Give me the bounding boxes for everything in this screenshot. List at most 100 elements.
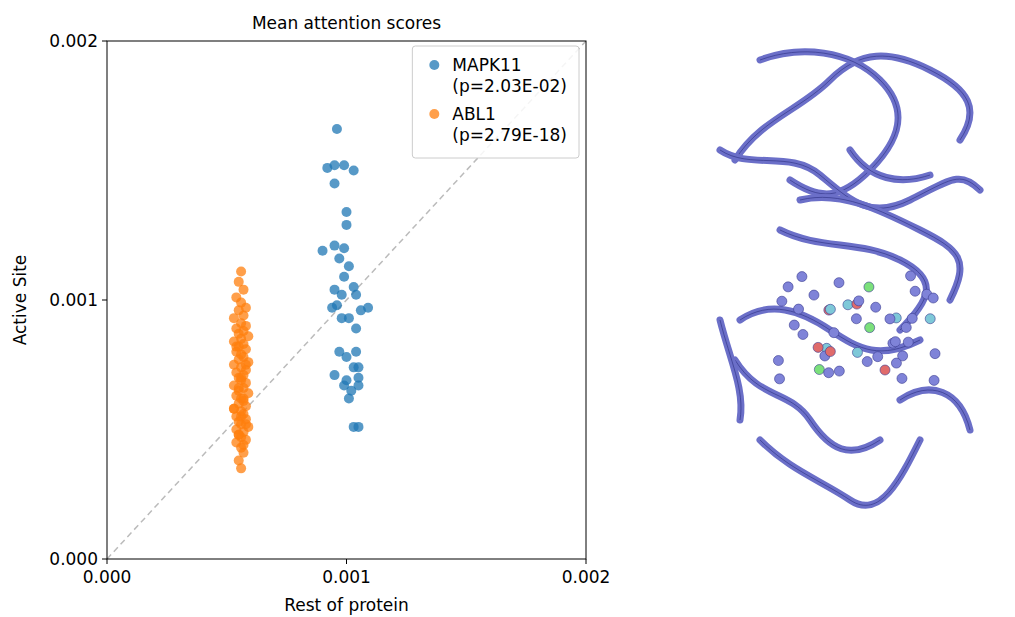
y-tick-label: 0.001: [49, 290, 98, 310]
atom: [829, 328, 839, 338]
point: [353, 422, 363, 432]
legend-box: [412, 46, 579, 158]
atom: [910, 286, 920, 296]
point: [231, 342, 241, 352]
atom: [851, 314, 861, 324]
y-tick: [102, 41, 107, 42]
atom: [906, 271, 916, 281]
ribbon: [900, 390, 970, 430]
atom: [843, 300, 853, 310]
atom: [925, 314, 935, 324]
reference-line: [107, 41, 586, 559]
point: [239, 285, 249, 295]
y-tick: [102, 300, 107, 301]
atom: [901, 322, 911, 332]
ribbon: [760, 440, 920, 505]
point: [234, 430, 244, 440]
atom: [813, 342, 823, 352]
ribbon-edge: [735, 56, 970, 160]
ribbon: [720, 320, 741, 420]
atom: [834, 278, 844, 288]
x-tick: [586, 559, 587, 564]
atom: [798, 329, 808, 339]
point: [327, 303, 337, 313]
atom: [880, 365, 890, 375]
point: [363, 303, 373, 313]
x-tick-label: 0.002: [562, 567, 611, 587]
legend-label: ABL1(p=2.79E-18): [452, 104, 567, 145]
y-tick-label: 0.002: [49, 31, 98, 51]
point: [234, 430, 244, 440]
atom: [864, 282, 874, 292]
point: [353, 362, 363, 372]
ribbon-edge: [720, 320, 741, 420]
atom: [897, 373, 907, 383]
x-tick-label: 0.000: [83, 567, 132, 587]
x-axis-title: Rest of protein: [284, 595, 409, 615]
plot-frame: [107, 41, 586, 559]
y-axis-title: Active Site: [10, 255, 30, 346]
atom: [929, 375, 939, 385]
x-tick: [346, 559, 347, 564]
protein-structure: [720, 52, 980, 506]
atom: [797, 272, 807, 282]
point: [239, 440, 249, 450]
atom: [775, 374, 785, 384]
point: [330, 370, 340, 380]
legend-label: MAPK11(p=2.03E-02): [452, 55, 567, 96]
point: [241, 419, 251, 429]
point: [344, 393, 354, 403]
point: [351, 347, 361, 357]
atom: [871, 302, 881, 312]
point: [342, 352, 352, 362]
point: [229, 404, 239, 414]
y-tick-label: 0.000: [49, 549, 98, 569]
point: [339, 272, 349, 282]
point: [236, 267, 246, 277]
atom: [773, 356, 783, 366]
atom: [777, 296, 787, 306]
atom: [885, 314, 895, 324]
atom: [852, 347, 862, 357]
atom: [862, 357, 872, 367]
point: [332, 124, 342, 134]
point: [351, 323, 361, 333]
point: [234, 383, 244, 393]
legend: MAPK11(p=2.03E-02) ABL1(p=2.79E-18): [412, 46, 579, 158]
point: [330, 160, 340, 170]
atom: [891, 358, 901, 368]
point: [337, 290, 347, 300]
atom: [809, 290, 819, 300]
chart-title: Mean attention scores: [252, 13, 441, 33]
figure: Mean attention scores 0.000 0.001 0.002 0.00…: [0, 0, 1015, 617]
atom: [930, 349, 940, 359]
point: [337, 313, 347, 323]
point: [339, 243, 349, 253]
ribbon: [735, 360, 880, 450]
atom: [873, 352, 883, 362]
point: [236, 373, 246, 383]
point: [239, 393, 249, 403]
atom: [865, 323, 875, 333]
legend-marker: [429, 109, 439, 119]
point: [229, 404, 239, 414]
ribbon: [850, 150, 930, 180]
atom: [783, 282, 793, 292]
atom: [854, 296, 864, 306]
point: [342, 220, 352, 230]
point: [236, 463, 246, 473]
atom: [834, 366, 844, 376]
ribbon-edge: [735, 360, 880, 450]
point: [318, 246, 328, 256]
point: [330, 178, 340, 188]
atom: [824, 368, 834, 378]
ribbon: [735, 56, 970, 160]
point: [349, 166, 359, 176]
point: [330, 241, 340, 251]
ribbon-edge: [900, 390, 970, 430]
point: [344, 261, 354, 271]
legend-marker: [429, 60, 439, 70]
atom: [903, 337, 913, 347]
y-tick: [102, 559, 107, 560]
atom: [928, 293, 938, 303]
